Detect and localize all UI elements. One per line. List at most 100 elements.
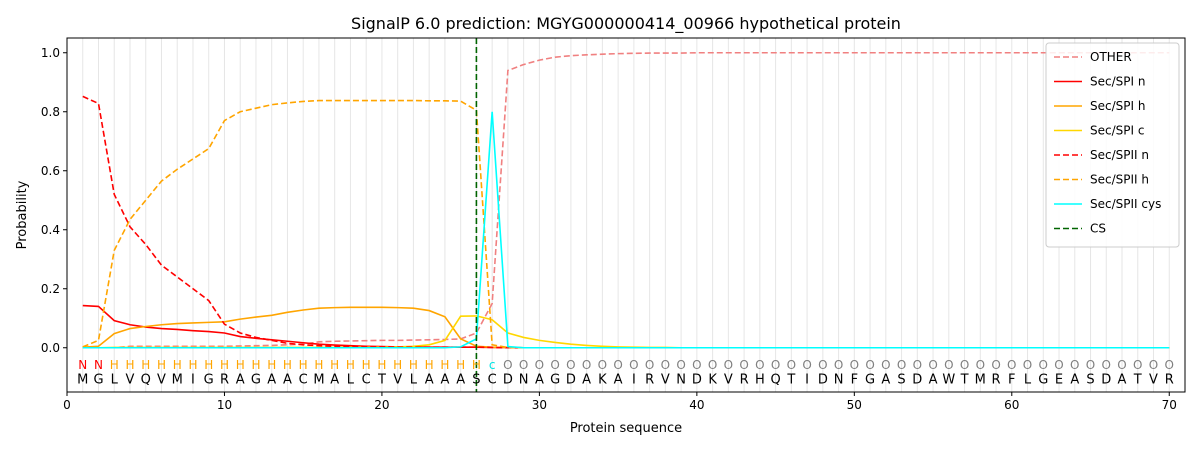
residue-label: G [865,373,875,388]
region-label: O [1023,358,1032,372]
residue-label: C [362,373,371,388]
region-label: H [362,358,371,372]
region-label: H [409,358,418,372]
residue-label: G [550,373,560,388]
residue-label: N [834,373,844,388]
region-label: H [377,358,386,372]
region-label: O [676,358,685,372]
residue-label: I [191,373,195,388]
region-label: O [1149,358,1158,372]
residue-label: K [598,373,607,388]
region-label: H [425,358,434,372]
region-label: O [519,358,528,372]
region-label: O [503,358,512,372]
legend-label: Sec/SPII h [1090,173,1149,187]
residue-label: V [393,373,402,388]
region-label: H [393,358,402,372]
x-tick-label: 30 [532,398,547,412]
residue-label: M [313,373,324,388]
residue-label: R [645,373,654,388]
residue-label: V [126,373,135,388]
x-axis: 0 10 20 30 40 50 60 70 [63,392,1177,412]
plot-frame [66,37,1186,393]
y-tick-label: 0.6 [41,164,60,178]
y-axis-label: Probability [15,180,30,249]
region-label: O [802,358,811,372]
residue-label: L [347,373,355,388]
x-tick-label: 40 [689,398,704,412]
residue-label: D [912,373,922,388]
residue-label: D [692,373,702,388]
region-label: O [1086,358,1095,372]
residue-label: V [157,373,166,388]
region-label: O [818,358,827,372]
legend-label: Sec/SPII cys [1090,197,1161,211]
residue-label: V [661,373,670,388]
residue-label: A [929,373,938,388]
residue-label: E [1055,373,1063,388]
region-label: O [566,358,575,372]
region-label: O [739,358,748,372]
legend-label: Sec/SPII n [1090,148,1149,162]
residue-label: A [1118,373,1127,388]
residue-label: N [676,373,686,388]
legend-label: OTHER [1090,50,1132,64]
residue-label: A [456,373,465,388]
region-label: O [897,358,906,372]
y-axis: 0.0 0.2 0.4 0.6 0.8 1.0 [41,46,67,355]
residue-label: I [632,373,636,388]
region-label: H [236,358,245,372]
y-tick-label: 0.2 [41,282,60,296]
residue-label: R [740,373,749,388]
legend-label: CS [1090,222,1106,236]
region-label: N [94,358,103,372]
y-tick-label: 1.0 [41,46,60,60]
series-line [82,111,1170,349]
series-line [82,99,1170,349]
residue-label: T [786,373,795,388]
residue-label: S [1086,373,1094,388]
chart-legend: OTHER Sec/SPI n Sec/SPI h Sec/SPI c Sec/SPII… [1045,42,1180,248]
region-label: H [314,358,323,372]
region-label: N [78,358,87,372]
region-label: O [960,358,969,372]
residue-label: D [566,373,576,388]
residue-label: A [881,373,890,388]
region-label: H [110,358,119,372]
residue-label: Q [770,373,780,388]
residue-label: W [942,373,955,388]
region-label: c [489,358,496,372]
series-line [82,51,1170,349]
x-tick-label: 20 [374,398,389,412]
residue-label: A [440,373,449,388]
region-label: H [251,358,260,372]
residue-label: A [425,373,434,388]
region-label: O [928,358,937,372]
residue-label: M [975,373,986,388]
region-label: H [330,358,339,372]
residue-label: V [724,373,733,388]
region-label: O [582,358,591,372]
region-label: O [1102,358,1111,372]
x-tick-label: 0 [63,398,71,412]
region-label: O [692,358,701,372]
region-label: O [944,358,953,372]
x-tick-label: 60 [1004,398,1019,412]
residue-label: G [251,373,261,388]
residue-label: A [236,373,245,388]
region-label: H [157,358,166,372]
residue-label: N [519,373,529,388]
region-label: H [125,358,134,372]
residue-label: L [410,373,418,388]
residue-label: H [755,373,765,388]
x-tick-label: 10 [217,398,232,412]
residue-label: A [283,373,292,388]
residue-label: V [1149,373,1158,388]
region-label: O [1133,358,1142,372]
region-label: O [1070,358,1079,372]
x-axis-label: Protein sequence [570,421,682,436]
region-label: O [881,358,890,372]
region-label: O [550,358,559,372]
series-line [82,315,1170,349]
region-label: O [771,358,780,372]
